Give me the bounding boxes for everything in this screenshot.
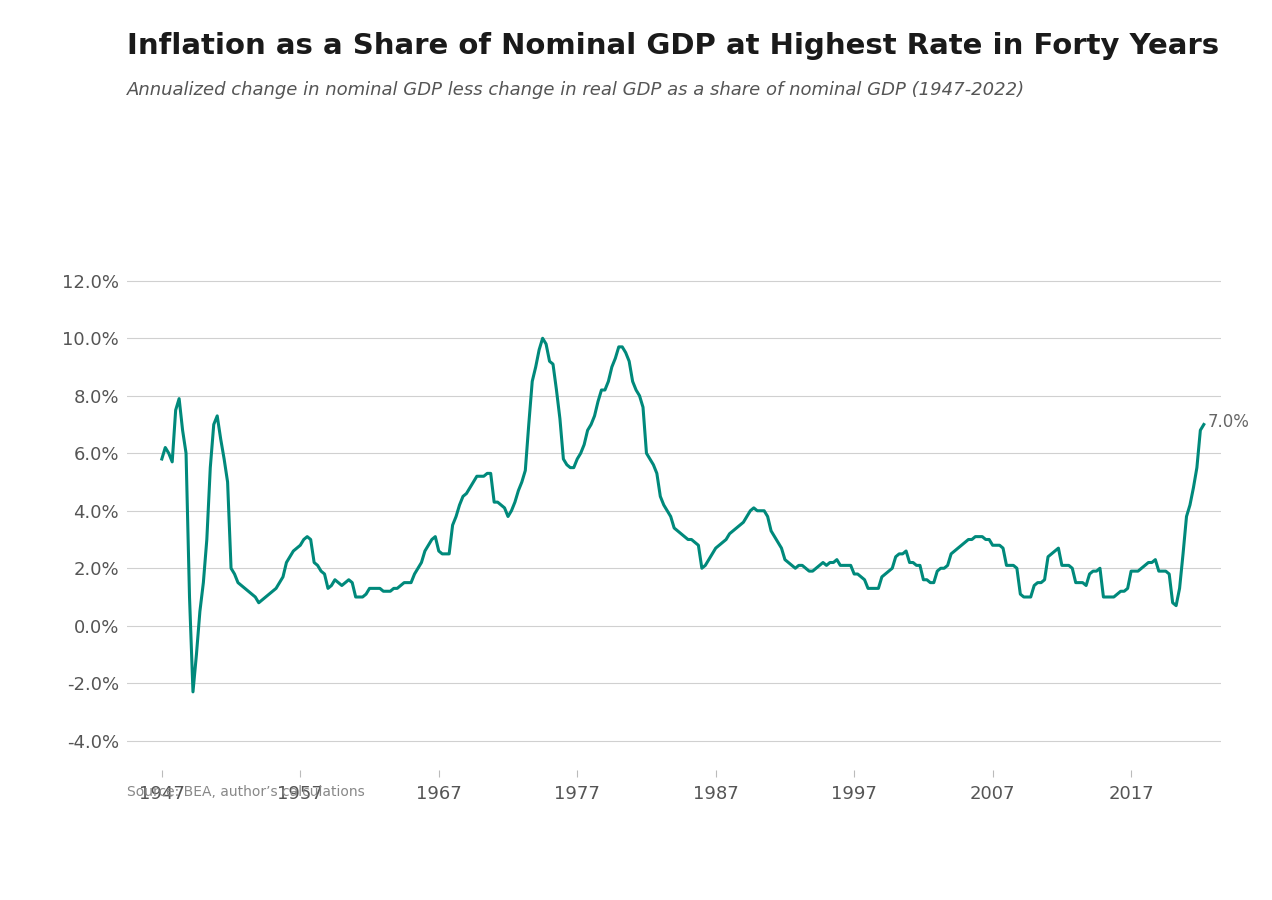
Text: @TaxFoundation: @TaxFoundation <box>1102 857 1249 875</box>
Text: 7.0%: 7.0% <box>1208 412 1250 430</box>
Text: TAX FOUNDATION: TAX FOUNDATION <box>23 856 230 877</box>
Text: Source: BEA, author’s calculations: Source: BEA, author’s calculations <box>127 785 365 799</box>
Text: Annualized change in nominal GDP less change in real GDP as a share of nominal G: Annualized change in nominal GDP less ch… <box>127 81 1025 99</box>
Text: Inflation as a Share of Nominal GDP at Highest Rate in Forty Years: Inflation as a Share of Nominal GDP at H… <box>127 32 1220 59</box>
